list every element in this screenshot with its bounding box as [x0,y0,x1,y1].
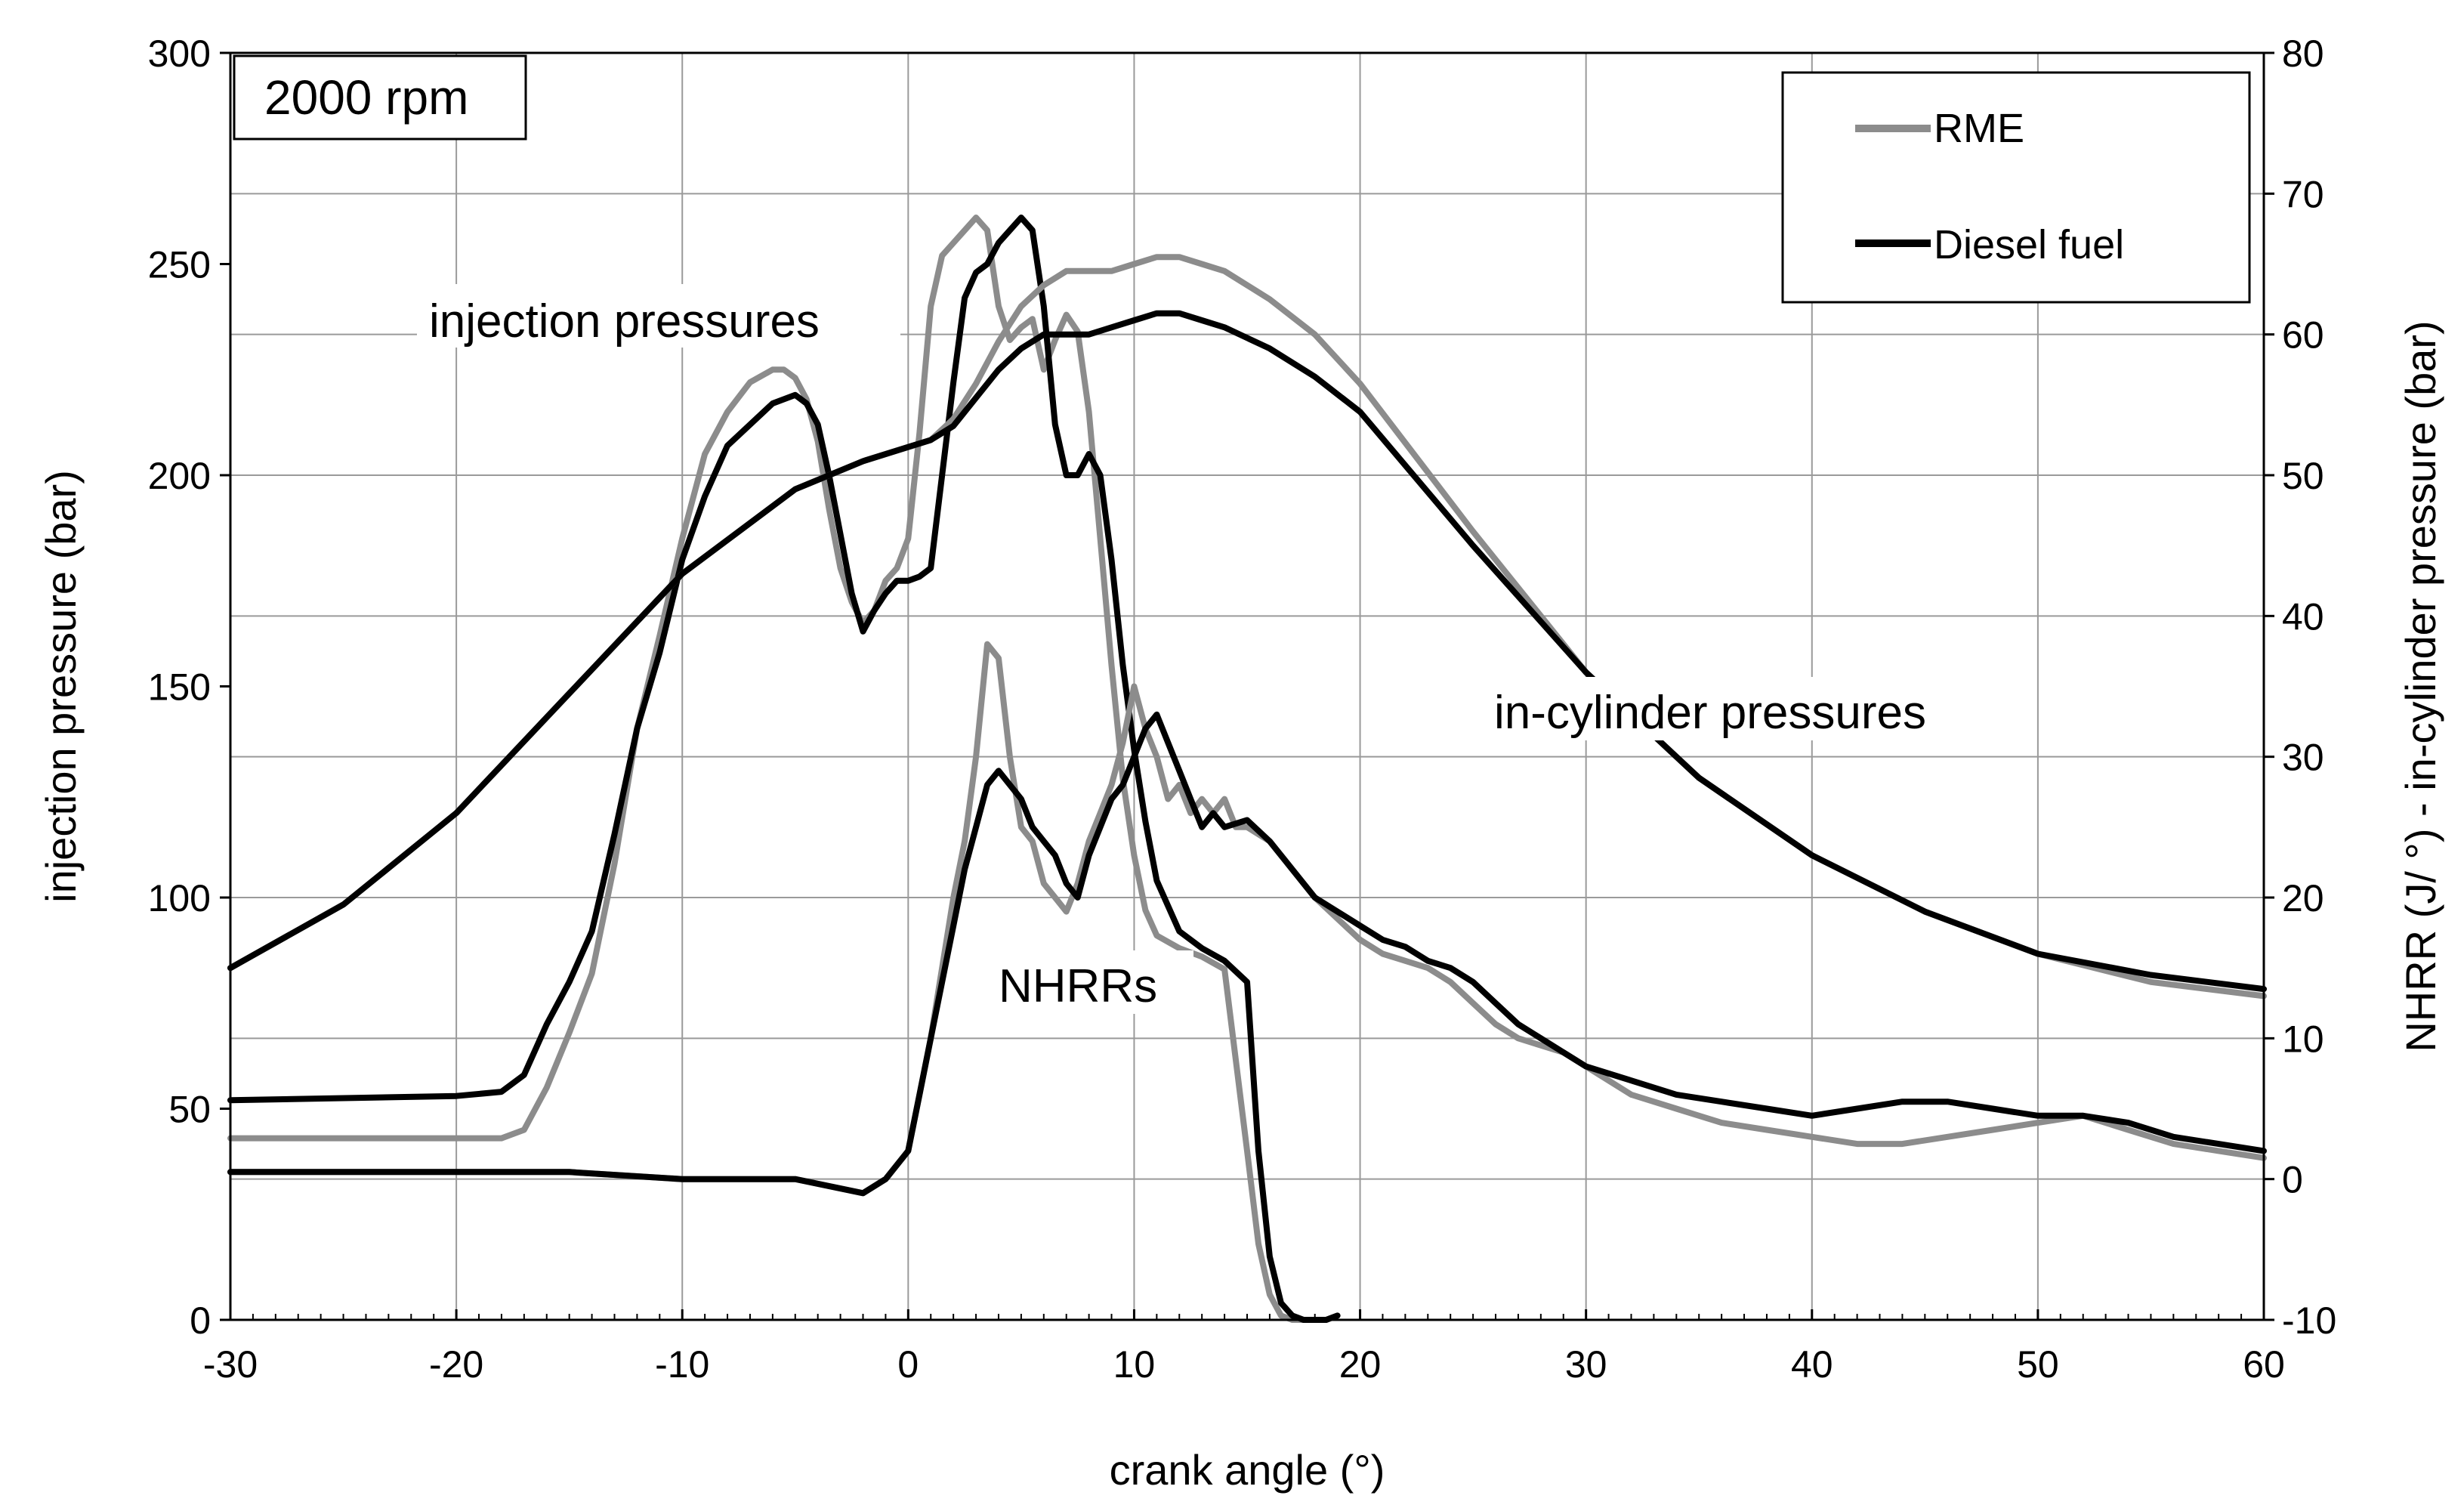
y-axis-right-title: NHRR (J/ °) - in-cylinder pressure (bar) [2397,320,2444,1052]
annotation-in-cylinder-pressures: in-cylinder pressures [1494,687,1926,739]
x-tick-label: 60 [2243,1343,2285,1386]
x-tick-label: 10 [1113,1343,1156,1386]
injection-label-bg [417,284,900,348]
y-right-tick-label: 10 [2282,1018,2324,1060]
y-right-tick-label: 20 [2282,877,2324,919]
y-left-tick-label: 300 [148,32,211,75]
y-left-tick-label: 150 [148,666,211,709]
y-right-tick-label: -10 [2282,1299,2336,1342]
y-left-tick-label: 50 [168,1089,211,1131]
tick-labels: -30 -20 -10 0 10 20 30 40 50 60050100150200250300… [148,32,2337,1386]
y-right-tick-label: 80 [2282,32,2324,75]
y-right-tick-label: 70 [2282,173,2324,215]
nhrr-label-bg [990,950,1193,1014]
x-tick-label: 40 [1791,1343,1833,1386]
y-left-tick-label: 0 [190,1299,211,1342]
series-rme-nhrr [227,641,2267,1197]
series-diesel-in-cylinder-pressure [227,310,2267,993]
x-tick-label: 20 [1339,1343,1382,1386]
x-axis-title: crank angle (°) [1110,1446,1385,1494]
y-left-tick-label: 250 [148,244,211,286]
y-right-tick-label: 50 [2282,455,2324,497]
y-right-tick-label: 0 [2282,1159,2303,1201]
legend-label-diesel: Diesel fuel [1934,222,2124,267]
x-tick-label: -10 [655,1343,709,1386]
y-right-tick-label: 40 [2282,595,2324,638]
series-rme-injection-pressure [227,215,1341,1323]
rpm-label: 2000 rpm [264,70,468,125]
x-tick-label: -30 [203,1343,258,1386]
y-right-tick-label: 30 [2282,737,2324,779]
ticks [220,51,2274,1321]
x-tick-label: 50 [2017,1343,2059,1386]
y-left-tick-label: 200 [148,455,211,497]
series-diesel-nhrr [227,711,2267,1197]
x-tick-label: 30 [1565,1343,1607,1386]
legend-frame [1781,71,2251,304]
x-tick-label: -20 [429,1343,483,1386]
series-layer [227,215,2267,1323]
cylinder-label-bg [1482,677,2018,740]
legend-label-rme: RME [1934,106,2024,151]
y-right-tick-label: 60 [2282,314,2324,357]
annotation-nhrrs: NHRRs [999,960,1157,1012]
rpm-box-frame [233,54,527,141]
x-tick-label: 0 [897,1343,919,1386]
legend: RME Diesel fuel [1781,71,2251,304]
annotation-injection-pressures: injection pressures [429,295,820,348]
y-left-tick-label: 100 [148,877,211,919]
y-axis-left-title: injection pressure (bar) [37,470,85,903]
rpm-box: 2000 rpm [233,54,527,141]
